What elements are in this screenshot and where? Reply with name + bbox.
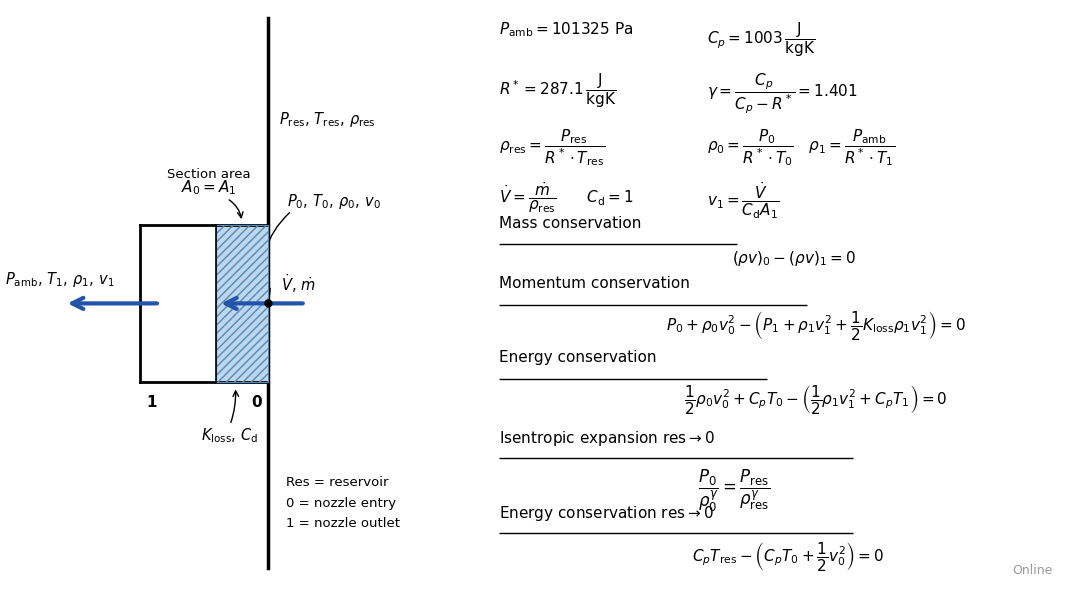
- Text: Energy conservation res$\rightarrow$0: Energy conservation res$\rightarrow$0: [499, 504, 714, 523]
- Bar: [140, 225, 216, 382]
- Text: $P_0 + \rho_0 v_0^2 - \left(P_1 + \rho_1 v_1^2 + \dfrac{1}{2}K_\mathrm{loss}\rho: $P_0 + \rho_0 v_0^2 - \left(P_1 + \rho_1…: [665, 309, 966, 342]
- Text: Energy conservation: Energy conservation: [499, 350, 657, 365]
- Bar: [216, 225, 268, 382]
- Text: 0 = nozzle entry: 0 = nozzle entry: [286, 497, 396, 510]
- Text: $P_\mathrm{amb} = 101325\ \mathrm{Pa}$: $P_\mathrm{amb} = 101325\ \mathrm{Pa}$: [499, 21, 633, 40]
- Text: $\dfrac{1}{2}\rho_0 v_0^2 + C_p T_0 - \left(\dfrac{1}{2}\rho_1 v_1^2 + C_p T_1\r: $\dfrac{1}{2}\rho_0 v_0^2 + C_p T_0 - \l…: [684, 383, 947, 416]
- Text: Momentum conservation: Momentum conservation: [499, 276, 690, 291]
- Text: $P_\mathrm{amb},\,T_1,\,\rho_1,\,v_1$: $P_\mathrm{amb},\,T_1,\,\rho_1,\,v_1$: [5, 269, 116, 289]
- Text: Mass conservation: Mass conservation: [499, 216, 642, 231]
- Text: $\gamma = \dfrac{C_p}{C_p - R^*} = 1.401$: $\gamma = \dfrac{C_p}{C_p - R^*} = 1.401…: [707, 71, 859, 116]
- Text: $\mathbf{1}$: $\mathbf{1}$: [146, 394, 158, 410]
- Text: $P_\mathrm{res},\,T_\mathrm{res},\,\rho_\mathrm{res}$: $P_\mathrm{res},\,T_\mathrm{res},\,\rho_…: [279, 110, 376, 129]
- Text: $C_p = 1003\,\dfrac{\mathrm{J}}{\mathrm{kgK}}$: $C_p = 1003\,\dfrac{\mathrm{J}}{\mathrm{…: [707, 21, 816, 59]
- Text: Isentropic expansion res$\rightarrow$0: Isentropic expansion res$\rightarrow$0: [499, 429, 715, 448]
- Text: $v_1 = \dfrac{\dot{V}}{C_\mathrm{d} A_1}$: $v_1 = \dfrac{\dot{V}}{C_\mathrm{d} A_1}…: [707, 181, 780, 221]
- Text: $(\rho v)_0 - (\rho v)_1 = 0$: $(\rho v)_0 - (\rho v)_1 = 0$: [732, 249, 855, 268]
- Text: $K_\mathrm{loss},\,C_\mathrm{d}$: $K_\mathrm{loss},\,C_\mathrm{d}$: [201, 426, 259, 445]
- Text: $P_0,\,T_0,\,\rho_0,\,v_0$: $P_0,\,T_0,\,\rho_0,\,v_0$: [287, 192, 381, 211]
- Text: $\rho_0 = \dfrac{P_0}{R^*\cdot T_0}\quad\rho_1 = \dfrac{P_\mathrm{amb}}{R^*\cdot: $\rho_0 = \dfrac{P_0}{R^*\cdot T_0}\quad…: [707, 127, 895, 168]
- Text: 1 = nozzle outlet: 1 = nozzle outlet: [286, 517, 401, 530]
- Text: $\mathbf{0}$: $\mathbf{0}$: [251, 394, 262, 410]
- Text: $R^* = 287.1\,\dfrac{\mathrm{J}}{\mathrm{kgK}}$: $R^* = 287.1\,\dfrac{\mathrm{J}}{\mathrm…: [499, 71, 617, 110]
- Text: $A_0 = A_1$: $A_0 = A_1$: [180, 178, 237, 197]
- Text: $\dfrac{P_0}{\rho_0^\gamma} = \dfrac{P_\mathrm{res}}{\rho_\mathrm{res}^\gamma}$: $\dfrac{P_0}{\rho_0^\gamma} = \dfrac{P_\…: [699, 468, 770, 514]
- Text: $\dot{V},\,\dot{m}$: $\dot{V},\,\dot{m}$: [281, 272, 316, 295]
- Text: $\rho_\mathrm{res} = \dfrac{P_\mathrm{res}}{R^*\cdot T_\mathrm{res}}$: $\rho_\mathrm{res} = \dfrac{P_\mathrm{re…: [499, 127, 605, 168]
- Text: $\dot{V} = \dfrac{\dot{m}}{\rho_\mathrm{res}}\qquad C_\mathrm{d} = 1$: $\dot{V} = \dfrac{\dot{m}}{\rho_\mathrm{…: [499, 181, 633, 215]
- Text: Section area: Section area: [166, 168, 251, 181]
- Text: Res = reservoir: Res = reservoir: [286, 476, 389, 489]
- Text: Online: Online: [1013, 564, 1053, 577]
- Text: $C_p T_\mathrm{res} - \left(C_p T_0 + \dfrac{1}{2}v_0^2\right) = 0$: $C_p T_\mathrm{res} - \left(C_p T_0 + \d…: [692, 540, 885, 573]
- Bar: [216, 225, 268, 382]
